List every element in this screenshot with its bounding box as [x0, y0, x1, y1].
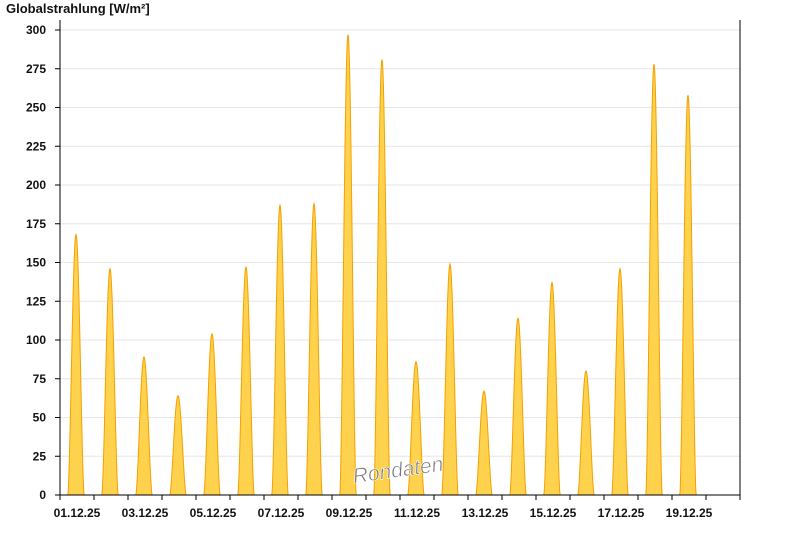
day-area [135, 356, 153, 496]
y-tick-label: 125 [26, 294, 46, 308]
day-area [237, 265, 255, 496]
day-area [169, 395, 187, 496]
day-area [67, 232, 85, 496]
x-tick-label: 03.12.25 [122, 506, 169, 520]
day-area [543, 281, 561, 496]
y-tick-label: 50 [33, 411, 47, 425]
y-tick-label: 175 [26, 217, 46, 231]
x-tick-label: 11.12.25 [394, 506, 440, 520]
day-area [203, 332, 221, 496]
day-area [339, 34, 357, 496]
y-tick-label: 0 [39, 488, 46, 502]
day-area [101, 267, 119, 496]
x-tick-label: 13.12.25 [462, 506, 509, 520]
y-tick-label: 75 [33, 372, 47, 386]
y-tick-label: 300 [26, 23, 46, 37]
x-tick-label: 05.12.25 [190, 506, 237, 520]
day-area [645, 64, 663, 496]
day-area [305, 201, 323, 496]
y-tick-label: 250 [26, 101, 46, 115]
watermark: Rondaten [351, 453, 444, 488]
y-tick-label: 200 [26, 178, 46, 192]
x-tick-label: 19.12.25 [666, 506, 713, 520]
x-tick-label: 17.12.25 [598, 506, 645, 520]
y-tick-label: 225 [26, 139, 46, 153]
day-area [577, 370, 595, 496]
day-area [271, 203, 289, 496]
x-tick-label: 15.12.25 [530, 506, 577, 520]
x-tick-label: 01.12.25 [54, 506, 101, 520]
day-area [509, 317, 527, 496]
chart-title: Globalstrahlung [W/m²] [6, 1, 150, 16]
y-tick-label: 275 [26, 62, 46, 76]
day-area [611, 267, 629, 496]
day-area [407, 360, 425, 496]
day-area [679, 94, 697, 496]
y-tick-label: 150 [26, 256, 46, 270]
day-area [441, 262, 459, 496]
y-tick-label: 25 [33, 449, 47, 463]
day-area [373, 59, 391, 496]
x-tick-label: 07.12.25 [258, 506, 305, 520]
x-tick-label: 09.12.25 [326, 506, 373, 520]
day-area [475, 390, 493, 496]
y-tick-label: 100 [26, 333, 46, 347]
